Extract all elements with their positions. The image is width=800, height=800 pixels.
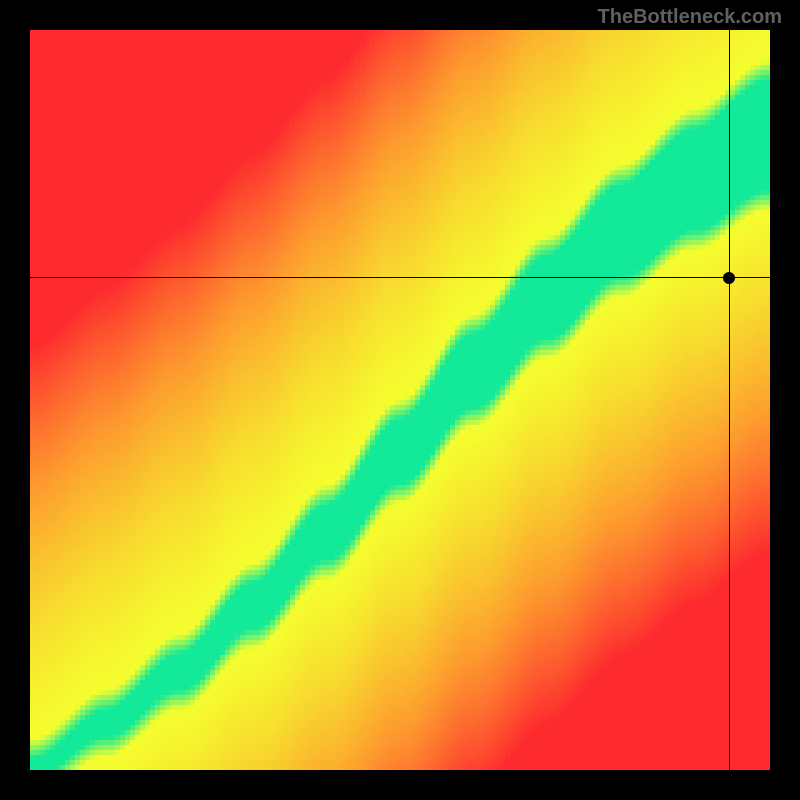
- heatmap-plot: [30, 30, 770, 770]
- crosshair-horizontal: [30, 277, 770, 278]
- crosshair-vertical: [729, 30, 730, 770]
- heatmap-canvas: [30, 30, 770, 770]
- crosshair-marker: [723, 272, 735, 284]
- watermark-text: TheBottleneck.com: [598, 6, 782, 29]
